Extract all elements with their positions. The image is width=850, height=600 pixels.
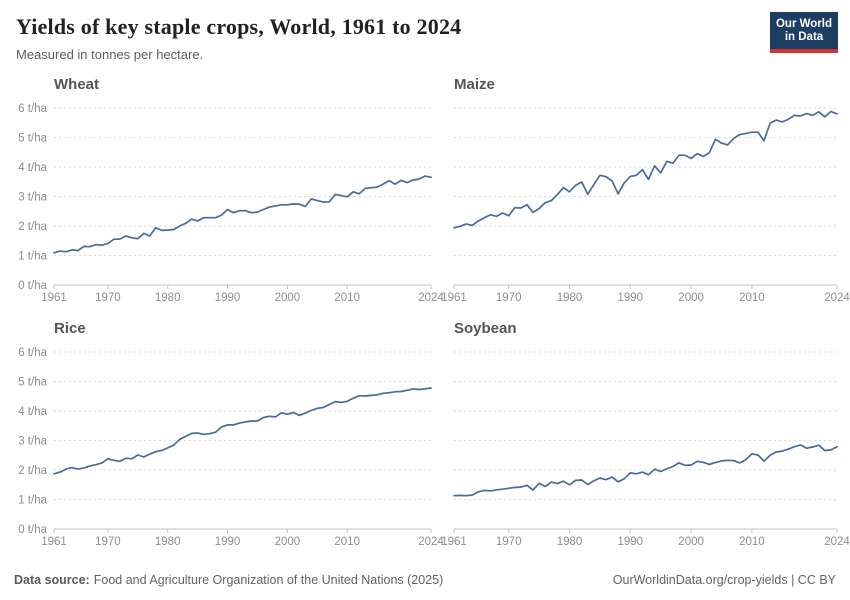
x-tick-label: 1990	[618, 536, 644, 548]
x-tick-label: 1980	[557, 292, 583, 304]
y-tick-label: 1 t/ha	[18, 495, 47, 507]
x-tick-label: 2024	[824, 292, 850, 304]
panel-title-maize: Maize	[454, 76, 495, 93]
chart-header: Yields of key staple crops, World, 1961 …	[0, 0, 850, 62]
panel-title-soybean: Soybean	[454, 320, 517, 337]
x-tick-label: 1961	[41, 536, 67, 548]
y-tick-label: 2 t/ha	[18, 465, 47, 477]
y-tick-label: 4 t/ha	[18, 406, 47, 418]
x-tick-label: 2010	[739, 292, 765, 304]
owid-logo-line2: in Data	[784, 31, 824, 43]
owid-url-link[interactable]: OurWorldinData.org/crop-yields | CC BY	[612, 573, 836, 587]
y-tick-label: 5 t/ha	[18, 377, 47, 389]
x-tick-label: 1980	[155, 292, 181, 304]
x-tick-label: 2000	[275, 536, 301, 548]
x-tick-label: 2024	[418, 536, 444, 548]
panel-maize: Maize 1961 1970 1980 1990 2000 2010 2024	[441, 64, 850, 308]
y-tick-label: 4 t/ha	[18, 162, 47, 174]
page-title: Yields of key staple crops, World, 1961 …	[16, 14, 462, 39]
maize-plot: 1961 1970 1980 1990 2000 2010 2024	[441, 107, 850, 304]
panel-title-wheat: Wheat	[54, 76, 99, 93]
y-tick-label: 6 t/ha	[18, 347, 47, 359]
wheat-plot: 0 t/ha 1 t/ha 2 t/ha 3 t/ha 4 t/ha 5 t/ha 6 t/…	[18, 103, 444, 304]
y-tick-label: 0 t/ha	[18, 280, 47, 292]
x-tick-label: 1990	[215, 292, 241, 304]
rice-series-line	[53, 387, 432, 475]
x-tick-label: 1970	[95, 536, 121, 548]
x-tick-label: 1990	[215, 536, 241, 548]
maize-series-line	[453, 110, 838, 229]
rice-plot: 0 t/ha 1 t/ha 2 t/ha 3 t/ha 4 t/ha 5 t/ha 6 t/…	[18, 347, 444, 548]
wheat-series-line	[53, 175, 432, 254]
x-tick-label: 2000	[678, 292, 704, 304]
data-source-text: Food and Agriculture Organization of the…	[93, 573, 444, 587]
y-tick-label: 2 t/ha	[18, 221, 47, 233]
x-tick-label: 1980	[557, 536, 583, 548]
x-tick-label: 2010	[739, 536, 765, 548]
x-tick-label: 2010	[334, 536, 360, 548]
y-tick-label: 0 t/ha	[18, 524, 47, 536]
x-tick-label: 2000	[275, 292, 301, 304]
y-tick-label: 1 t/ha	[18, 251, 47, 263]
soybean-plot: 1961 1970 1980 1990 2000 2010 2024	[441, 351, 850, 548]
chart-subtitle: Measured in tonnes per hectare.	[16, 47, 204, 62]
panel-rice: Rice 0 t/ha 1 t/ha 2 t/ha 3 t/ha 4 t/ha 5 t/h…	[10, 308, 444, 552]
soybean-series-line	[453, 444, 838, 497]
x-tick-label: 2024	[824, 536, 850, 548]
y-tick-label: 5 t/ha	[18, 133, 47, 145]
owid-logo-red-stripe	[770, 49, 838, 53]
panel-soybean: Soybean 1961 1970 1980 1990 2000 2010 2024	[441, 308, 850, 552]
x-tick-label: 2010	[334, 292, 360, 304]
x-tick-label: 1961	[441, 292, 467, 304]
data-source-label: Data source:	[14, 573, 90, 587]
owid-logo[interactable]: Our World in Data	[770, 12, 838, 53]
x-tick-label: 2000	[678, 536, 704, 548]
y-tick-label: 3 t/ha	[18, 436, 47, 448]
panel-wheat: Wheat 0 t/ha 1 t/ha 2 t/ha 3 t/ha 4 t/ha 5 t/…	[10, 64, 444, 308]
owid-logo-line1: Our World	[775, 18, 832, 30]
x-tick-label: 1990	[618, 292, 644, 304]
x-tick-label: 1961	[441, 536, 467, 548]
panels-grid: Wheat 0 t/ha 1 t/ha 2 t/ha 3 t/ha 4 t/ha 5 t/…	[0, 64, 850, 552]
x-tick-label: 1980	[155, 536, 181, 548]
y-tick-label: 6 t/ha	[18, 103, 47, 115]
data-source-note: Data source: Food and Agriculture Organiz…	[14, 573, 443, 587]
x-tick-label: 1970	[496, 292, 522, 304]
x-tick-label: 1970	[496, 536, 522, 548]
chart-footer: Data source: Food and Agriculture Organiz…	[0, 573, 850, 587]
panel-title-rice: Rice	[54, 320, 86, 337]
x-tick-label: 1961	[41, 292, 67, 304]
x-tick-label: 1970	[95, 292, 121, 304]
x-tick-label: 2024	[418, 292, 444, 304]
y-tick-label: 3 t/ha	[18, 192, 47, 204]
